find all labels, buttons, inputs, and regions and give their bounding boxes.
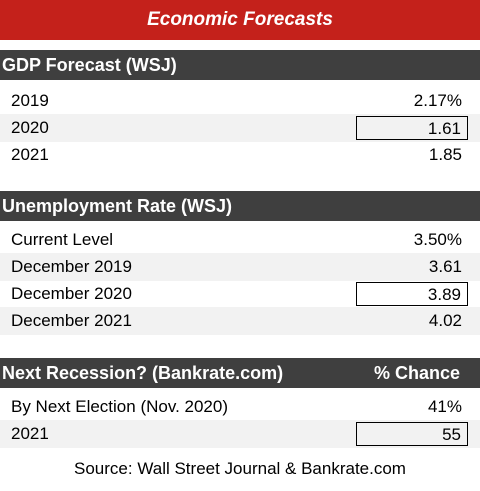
recession-section-header: Next Recession? (Bankrate.com) % Chance bbox=[0, 358, 480, 388]
unemployment-section-header: Unemployment Rate (WSJ) bbox=[0, 191, 480, 221]
row-label: 2019 bbox=[11, 91, 49, 110]
table-row: 2021 55 bbox=[0, 420, 480, 448]
row-value: 41% bbox=[427, 397, 462, 416]
table-row: 2021 1.85 bbox=[0, 141, 480, 169]
row-value: 3.50% bbox=[413, 230, 462, 249]
table-row: Current Level 3.50% bbox=[0, 226, 480, 254]
unemployment-header-label: Unemployment Rate (WSJ) bbox=[2, 195, 233, 216]
row-label: 2020 bbox=[11, 118, 49, 137]
recession-header-label: Next Recession? (Bankrate.com) bbox=[2, 362, 284, 383]
table-row: By Next Election (Nov. 2020) 41% bbox=[0, 393, 480, 421]
row-label: Current Level bbox=[11, 230, 114, 249]
row-label: December 2019 bbox=[11, 257, 132, 276]
gdp-header-label: GDP Forecast (WSJ) bbox=[2, 54, 177, 75]
row-value: 2.17% bbox=[413, 91, 462, 110]
row-value: 1.85 bbox=[428, 145, 462, 164]
page-title: Economic Forecasts bbox=[0, 0, 480, 40]
percent-chance-header: % Chance bbox=[373, 362, 461, 383]
table-row: 2020 1.61 bbox=[0, 114, 480, 142]
row-value: 3.61 bbox=[428, 257, 462, 276]
table-row: December 2020 3.89 bbox=[0, 280, 480, 308]
row-label: By Next Election (Nov. 2020) bbox=[11, 397, 228, 416]
gdp-section-header: GDP Forecast (WSJ) bbox=[0, 50, 480, 80]
row-label: December 2020 bbox=[11, 284, 132, 303]
row-value: 4.02 bbox=[428, 311, 462, 330]
row-label: December 2021 bbox=[11, 311, 132, 330]
table-row: December 2019 3.61 bbox=[0, 253, 480, 281]
table-row: December 2021 4.02 bbox=[0, 307, 480, 335]
row-value: 1.61 bbox=[356, 116, 468, 140]
row-value: 55 bbox=[356, 422, 468, 446]
row-label: 2021 bbox=[11, 145, 49, 164]
row-value: 3.89 bbox=[356, 282, 468, 306]
row-label: 2021 bbox=[11, 424, 49, 443]
table-row: 2019 2.17% bbox=[0, 87, 480, 115]
source-note: Source: Wall Street Journal & Bankrate.c… bbox=[74, 459, 406, 478]
